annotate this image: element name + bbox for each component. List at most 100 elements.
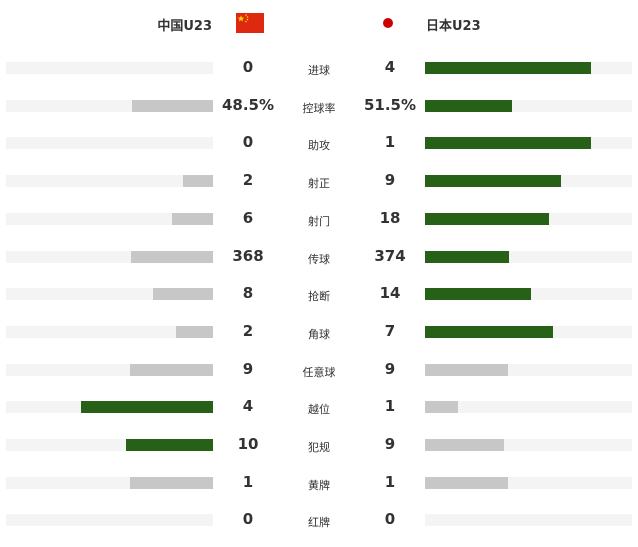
stat-row: 2 射正 9 xyxy=(0,162,638,200)
home-stat-value: 10 xyxy=(237,435,259,453)
stat-label: 进球 xyxy=(308,64,330,77)
home-stat-value: 368 xyxy=(232,246,264,265)
stat-label: 越位 xyxy=(308,403,330,417)
stat-row: 9 任意球 9 xyxy=(0,351,638,389)
home-bar-track xyxy=(6,99,213,112)
stat-row: 1 黄牌 1 xyxy=(0,464,638,502)
stat-row: 0 助攻 1 xyxy=(0,124,638,162)
home-bar-fill xyxy=(131,250,213,263)
home-bar-track xyxy=(6,401,213,414)
stat-row: 10 犯规 9 xyxy=(0,426,638,464)
away-team-name: 日本U23 xyxy=(426,19,481,34)
away-bar-track xyxy=(425,137,632,150)
away-stat-value: 374 xyxy=(374,246,406,265)
away-stat-value: 1 xyxy=(384,397,396,416)
away-bar-track xyxy=(425,401,632,414)
stat-row: 48.5% 控球率 51.5% xyxy=(0,87,638,125)
away-stat-value: 9 xyxy=(384,171,396,190)
away-bar-track xyxy=(425,99,632,112)
away-bar-fill xyxy=(425,363,508,376)
home-stat-value: 2 xyxy=(242,321,254,340)
home-stat-value: 1 xyxy=(242,472,254,491)
away-bar-track xyxy=(425,363,632,376)
stat-label: 黄牌 xyxy=(308,478,330,492)
home-bar-fill xyxy=(183,175,213,188)
stat-label: 传球 xyxy=(308,252,330,266)
away-bar-fill xyxy=(425,212,549,225)
away-bar-track xyxy=(425,212,632,225)
home-stat-value: 2 xyxy=(242,171,254,190)
away-bar-track xyxy=(425,175,632,188)
away-bar-fill xyxy=(425,175,561,188)
away-stat-value: 14 xyxy=(379,284,401,303)
stat-label: 任意球 xyxy=(302,365,336,379)
home-bar-track xyxy=(6,288,213,301)
away-bar-track xyxy=(425,325,632,338)
home-bar-track xyxy=(6,363,213,376)
home-stat-value: 0 xyxy=(242,133,254,152)
away-bar-track xyxy=(425,514,632,527)
home-bar-fill xyxy=(130,363,213,376)
home-bar-track xyxy=(6,476,213,489)
away-bar-track xyxy=(425,439,632,451)
stat-label: 控球率 xyxy=(302,101,336,115)
home-team-name: 中国U23 xyxy=(157,19,212,34)
home-bar-track xyxy=(6,212,213,225)
home-bar-fill xyxy=(126,439,213,451)
away-bar-track xyxy=(425,62,632,74)
home-stat-value: 0 xyxy=(242,510,254,529)
away-stat-value: 4 xyxy=(384,58,396,76)
stat-row: 6 射门 18 xyxy=(0,200,638,238)
stat-label: 抢断 xyxy=(308,290,330,304)
home-stat-value: 6 xyxy=(242,208,254,227)
match-header: 中国U23 日本U23 xyxy=(0,0,638,50)
stat-label: 角球 xyxy=(308,327,330,341)
home-bar-fill xyxy=(81,401,213,414)
home-bar-track xyxy=(6,137,213,150)
stat-label: 红牌 xyxy=(308,516,330,530)
home-stat-value: 0 xyxy=(242,58,254,76)
away-stat-value: 1 xyxy=(384,472,396,491)
stat-label: 射正 xyxy=(308,177,330,191)
home-bar-track xyxy=(6,250,213,263)
china-flag-icon xyxy=(236,13,264,33)
home-bar-track xyxy=(6,62,213,74)
away-stat-value: 9 xyxy=(384,359,396,378)
away-stat-value: 18 xyxy=(379,208,401,227)
away-bar-fill xyxy=(425,325,553,338)
stat-label: 犯规 xyxy=(308,441,330,454)
away-bar-track xyxy=(425,250,632,263)
away-bar-track xyxy=(425,288,632,301)
home-bar-fill xyxy=(130,476,213,489)
home-bar-track xyxy=(6,175,213,188)
home-bar-fill xyxy=(132,99,213,112)
stat-label: 射门 xyxy=(308,214,330,228)
stat-row: 2 角球 7 xyxy=(0,313,638,351)
away-bar-fill xyxy=(425,476,508,489)
stat-row: 0 进球 4 xyxy=(0,49,638,87)
away-bar-fill xyxy=(425,439,504,451)
away-stat-value: 51.5% xyxy=(363,95,417,114)
home-bar-fill xyxy=(172,212,213,225)
away-bar-track xyxy=(425,476,632,489)
away-stat-value: 7 xyxy=(384,321,396,340)
stat-row: 368 传球 374 xyxy=(0,238,638,276)
home-stat-value: 9 xyxy=(242,359,254,378)
away-bar-fill xyxy=(425,250,509,263)
away-bar-fill xyxy=(425,62,591,74)
stat-label: 助攻 xyxy=(308,139,330,153)
away-stat-value: 1 xyxy=(384,133,396,152)
stat-row: 8 抢断 14 xyxy=(0,275,638,313)
home-bar-track xyxy=(6,514,213,527)
away-bar-fill xyxy=(425,401,458,414)
away-bar-fill xyxy=(425,99,512,112)
home-stat-value: 48.5% xyxy=(221,95,275,114)
away-bar-fill xyxy=(425,288,531,301)
away-bar-fill xyxy=(425,137,591,150)
home-bar-fill xyxy=(176,325,213,338)
home-bar-fill xyxy=(153,288,213,301)
home-bar-track xyxy=(6,439,213,451)
stat-row: 0 红牌 0 xyxy=(0,501,638,539)
home-bar-track xyxy=(6,325,213,338)
japan-flag-icon xyxy=(378,13,398,33)
